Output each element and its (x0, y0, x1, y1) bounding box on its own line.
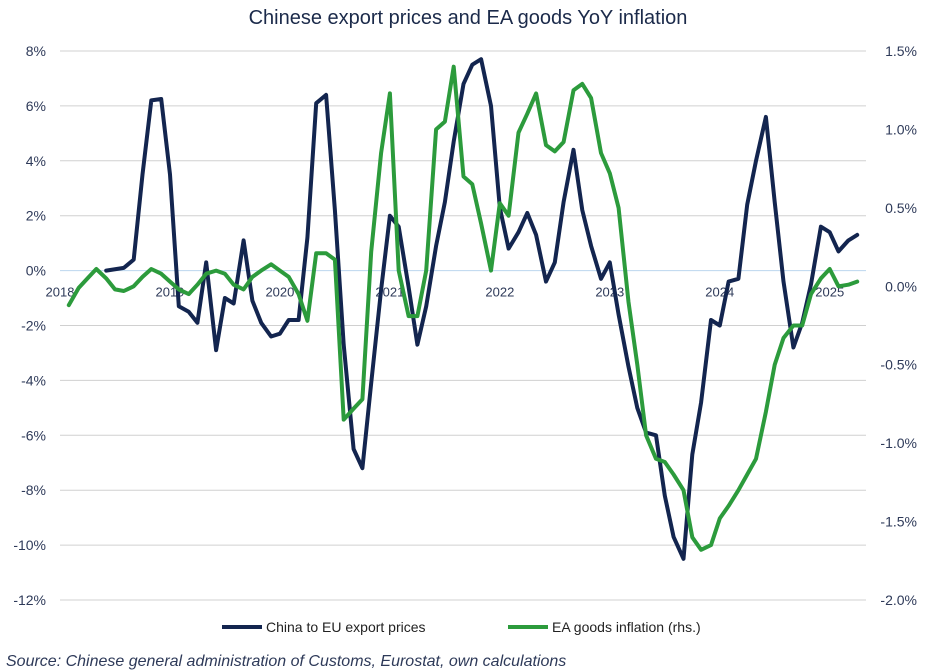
right-tick-label: 1.0% (885, 121, 917, 137)
left-tick-label: 0% (26, 263, 46, 279)
x-tick-label: 2025 (815, 285, 844, 300)
left-tick-label: 8% (26, 43, 46, 59)
left-tick-label: 6% (26, 98, 46, 114)
x-tick-label: 2020 (265, 285, 294, 300)
ea-goods-inflation-line (66, 64, 860, 552)
x-tick-label: 2022 (485, 285, 514, 300)
legend-label-ea: EA goods inflation (rhs.) (552, 619, 701, 635)
left-tick-label: -2% (21, 318, 46, 334)
left-tick-label: -4% (21, 372, 46, 388)
right-tick-label: -1.0% (880, 435, 917, 451)
legend: China to EU export prices EA goods infla… (222, 619, 701, 635)
left-tick-label: 2% (26, 208, 46, 224)
right-tick-label: -2.0% (880, 592, 917, 608)
right-axis: 1.5% 1.0% 0.5% 0.0% -0.5% -1.0% -1.5% -2.0% (880, 43, 917, 608)
left-tick-label: -10% (13, 537, 46, 553)
x-tick-label: 2018 (46, 285, 75, 300)
source-note: Source: Chinese general administration o… (6, 653, 566, 670)
right-tick-label: 0.5% (885, 200, 917, 216)
right-tick-label: 0.0% (885, 278, 917, 294)
x-tick-label: 2023 (595, 285, 624, 300)
series-lines (66, 57, 860, 561)
left-tick-label: -8% (21, 482, 46, 498)
left-axis: 8% 6% 4% 2% 0% -2% -4% -6% -8% -10% -12% (13, 43, 46, 608)
right-tick-label: -0.5% (880, 357, 917, 373)
right-tick-label: -1.5% (880, 514, 917, 530)
legend-label-china: China to EU export prices (266, 619, 426, 635)
x-tick-label: 2024 (705, 285, 734, 300)
chart-title: Chinese export prices and EA goods YoY i… (249, 7, 688, 29)
left-tick-label: -6% (21, 427, 46, 443)
china-export-prices-line (104, 57, 860, 561)
left-tick-label: 4% (26, 153, 46, 169)
left-tick-label: -12% (13, 592, 46, 608)
gridlines (60, 50, 866, 601)
right-tick-label: 1.5% (885, 43, 917, 59)
